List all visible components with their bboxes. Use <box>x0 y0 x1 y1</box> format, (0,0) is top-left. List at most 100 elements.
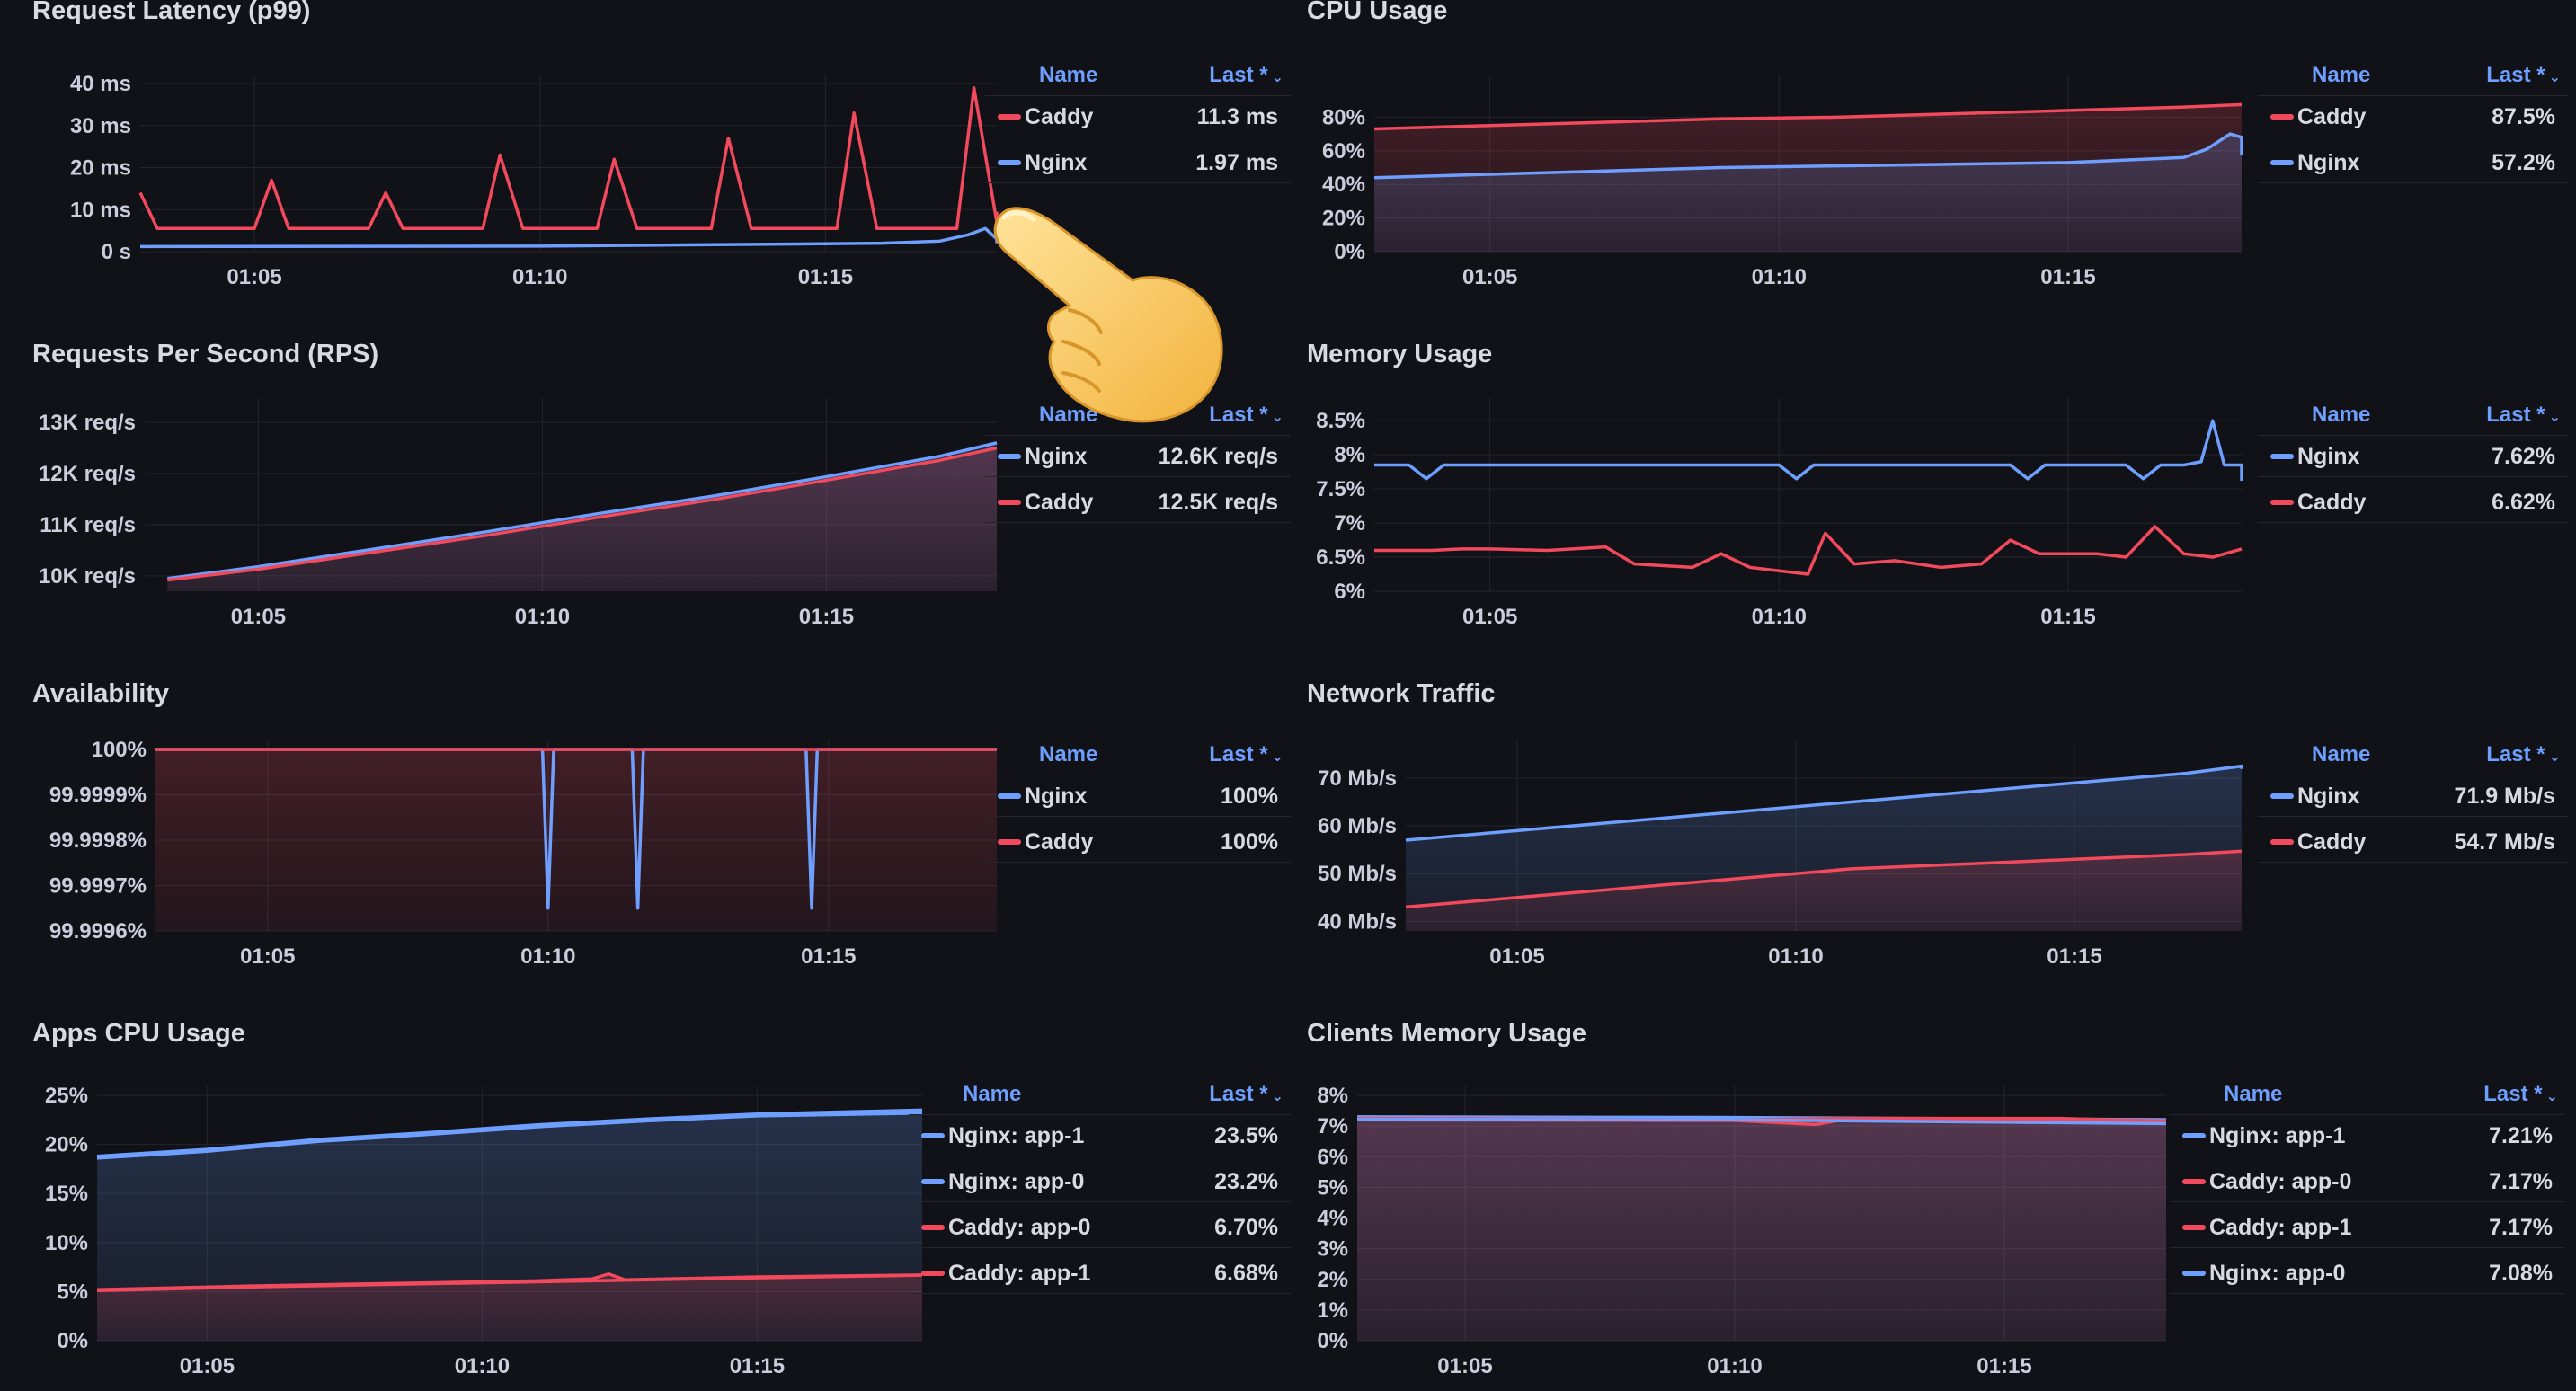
legend-row[interactable]: Nginx: app-0 23.2% <box>909 1160 1291 1202</box>
legend-row[interactable]: Caddy 6.62% <box>2258 481 2568 523</box>
y-tick-label: 8.5% <box>1316 409 1365 433</box>
legend-series-value: 6.62% <box>2492 490 2555 515</box>
series-color-swatch <box>998 793 1021 799</box>
panel-title[interactable]: Network Traffic <box>1307 679 1496 708</box>
series-line[interactable] <box>155 748 997 910</box>
y-tick-label: 20 ms <box>70 156 131 181</box>
legend-row[interactable]: Nginx 71.9 Mb/s <box>2258 775 2568 817</box>
legend-header: Name Last * ⌄ <box>985 735 1291 775</box>
series-area <box>155 749 997 931</box>
series-line[interactable] <box>96 1111 923 1160</box>
latency-chart[interactable]: 0 s 10 ms 20 ms 30 ms 40 ms 01:05 01:10 01:15 <box>32 0 1286 306</box>
legend-series-name: Nginx: app-0 <box>948 1169 1085 1194</box>
legend-last-header[interactable]: Last * ⌄ <box>1209 403 1284 428</box>
legend-row[interactable]: Nginx 7.62% <box>2258 435 2568 477</box>
legend-row[interactable]: Caddy: app-1 7.17% <box>2170 1206 2565 1248</box>
panel-network-traffic[interactable]: Network Traffic 40 Mb/s 50 Mb/s 60 Mb/s 70 … <box>1307 679 2568 985</box>
legend-row[interactable]: Caddy 12.5K req/s <box>985 481 1291 523</box>
availability-chart[interactable]: 99.9996% 99.9997% 99.9998% 99.9999% 100% 01:0… <box>32 679 1286 985</box>
legend-row[interactable]: Caddy: app-0 7.17% <box>2170 1160 2565 1202</box>
legend-row[interactable]: Caddy 11.3 ms <box>985 95 1291 137</box>
y-tick-label: 6% <box>1334 580 1365 604</box>
legend-name-header[interactable]: Name <box>963 1082 1022 1106</box>
y-tick-label: 70 Mb/s <box>1318 766 1397 791</box>
series-line[interactable] <box>167 446 998 582</box>
pointing-hand-icon <box>993 207 1223 423</box>
legend-row[interactable]: Caddy: app-0 6.70% <box>909 1206 1291 1248</box>
panel-availability[interactable]: Availability 99.9996% 99.9997% 99.9998% 99.… <box>32 679 1291 985</box>
series-line[interactable] <box>139 226 999 249</box>
legend-row[interactable]: Nginx: app-0 7.08% <box>2170 1252 2565 1294</box>
series-line[interactable] <box>96 1108 923 1158</box>
panel-apps-cpu-usage[interactable]: Apps CPU Usage 0% 5% 10% 15% 20% 25% 01:05 01:1… <box>32 1019 1291 1378</box>
cpu-usage-chart[interactable]: 0% 20% 40% 60% 80% 01:05 01:10 01:15 <box>1307 0 2561 306</box>
panel-title[interactable]: Availability <box>32 679 170 708</box>
legend-last-header[interactable]: Last * ⌄ <box>1209 1082 1284 1107</box>
panel-title[interactable]: Apps CPU Usage <box>32 1019 245 1048</box>
legend-row[interactable]: Caddy: app-1 6.68% <box>909 1252 1291 1294</box>
legend-last-header[interactable]: Last * ⌄ <box>2486 63 2561 88</box>
x-tick-label: 01:05 <box>240 944 295 969</box>
memory-usage-chart[interactable]: 6% 6.5% 7% 7.5% 8% 8.5% 01:05 01:10 01:15 <box>1307 340 2561 645</box>
y-tick-label: 11K req/s <box>40 513 136 537</box>
legend-row[interactable]: Nginx 100% <box>985 775 1291 817</box>
network-traffic-chart[interactable]: 40 Mb/s 50 Mb/s 60 Mb/s 70 Mb/s 01:05 01:10 01… <box>1307 679 2561 985</box>
legend-row[interactable]: Nginx: app-1 7.21% <box>2170 1114 2565 1156</box>
legend-last-header[interactable]: Last * ⌄ <box>2483 1082 2558 1107</box>
panel-memory-usage[interactable]: Memory Usage 6% 6.5% 7% 7.5% 8% 8.5% 01:05 01:1… <box>1307 340 2568 645</box>
series-line[interactable] <box>138 85 999 231</box>
series-line[interactable] <box>1374 525 2243 576</box>
series-line[interactable] <box>167 441 998 580</box>
series-line[interactable] <box>1405 849 2243 909</box>
legend-series-value: 23.2% <box>1214 1169 1278 1194</box>
legend-row[interactable]: Nginx 12.6K req/s <box>985 435 1291 477</box>
legend-row[interactable]: Caddy 54.7 Mb/s <box>2258 820 2568 863</box>
y-tick-label: 7% <box>1317 1114 1348 1138</box>
legend-name-header[interactable]: Name <box>1039 63 1098 87</box>
chevron-down-icon: ⌄ <box>1271 410 1284 425</box>
series-line[interactable] <box>1373 102 2243 131</box>
y-tick-label: 13K req/s <box>39 411 136 435</box>
chevron-down-icon: ⌄ <box>1271 1089 1284 1104</box>
legend-row[interactable]: Nginx: app-1 23.5% <box>909 1114 1291 1156</box>
panel-title[interactable]: Requests Per Second (RPS) <box>32 340 379 368</box>
apps-cpu-chart[interactable]: 0% 5% 10% 15% 20% 25% 01:05 01:10 01:15 <box>32 1019 1286 1378</box>
panel-request-latency[interactable]: Request Latency (p99) 0 s 10 ms 20 ms 30 ms… <box>32 0 1291 306</box>
series-color-swatch <box>921 1271 945 1276</box>
series-line[interactable] <box>1373 132 2243 180</box>
rps-chart[interactable]: 10K req/s 11K req/s 12K req/s 13K req/s 01:0… <box>32 340 1286 645</box>
series-color-swatch <box>2182 1133 2206 1138</box>
series-line[interactable] <box>1405 764 2243 842</box>
panel-requests-per-second[interactable]: Requests Per Second (RPS) 10K req/s 11K r… <box>32 340 1291 645</box>
legend-row[interactable]: Caddy 100% <box>985 820 1291 863</box>
legend-name-header[interactable]: Name <box>1039 742 1098 766</box>
panel-title[interactable]: CPU Usage <box>1307 0 1448 25</box>
legend-row[interactable]: Nginx 57.2% <box>2258 141 2568 183</box>
legend-last-header[interactable]: Last * ⌄ <box>2486 403 2561 428</box>
x-tick-label: 01:05 <box>231 605 286 629</box>
y-tick-label: 4% <box>1317 1207 1348 1231</box>
legend-last-header[interactable]: Last * ⌄ <box>2486 742 2561 767</box>
legend-last-header[interactable]: Last * ⌄ <box>1209 63 1284 88</box>
legend-header: Name Last * ⌄ <box>2258 56 2568 96</box>
clients-memory-chart[interactable]: 0% 1% 2% 3% 4% 5% 6% 7% 8% 01:05 01:10 01:15 <box>1307 1019 2561 1378</box>
legend-name-header[interactable]: Name <box>2312 742 2371 766</box>
panel-title[interactable]: Clients Memory Usage <box>1307 1019 1587 1048</box>
legend-last-header[interactable]: Last * ⌄ <box>1209 742 1284 767</box>
panel-title[interactable]: Memory Usage <box>1307 340 1493 368</box>
series-line[interactable] <box>96 1273 923 1293</box>
series-line[interactable] <box>1374 419 2243 481</box>
legend-row[interactable]: Nginx 1.97 ms <box>985 141 1291 183</box>
y-tick-label: 6% <box>1317 1145 1348 1169</box>
panel-cpu-usage[interactable]: CPU Usage 0% 20% 40% 60% 80% 01:05 01:10 01:15 … <box>1307 0 2568 306</box>
x-tick-label: 01:15 <box>730 1354 785 1378</box>
series-line[interactable] <box>1356 1117 2167 1126</box>
panel-clients-memory-usage[interactable]: Clients Memory Usage 0% 1% 2% 3% 4% 5% 6% 7% 8% 0… <box>1307 1019 2565 1378</box>
legend-name-header[interactable]: Name <box>2312 403 2371 427</box>
legend-name-header[interactable]: Name <box>2312 63 2371 87</box>
legend-name-header[interactable]: Name <box>2224 1082 2283 1106</box>
legend-row[interactable]: Caddy 87.5% <box>2258 95 2568 137</box>
legend-series-value: 54.7 Mb/s <box>2454 829 2555 855</box>
panel-title[interactable]: Request Latency (p99) <box>32 0 311 25</box>
legend-series-value: 57.2% <box>2492 150 2555 175</box>
